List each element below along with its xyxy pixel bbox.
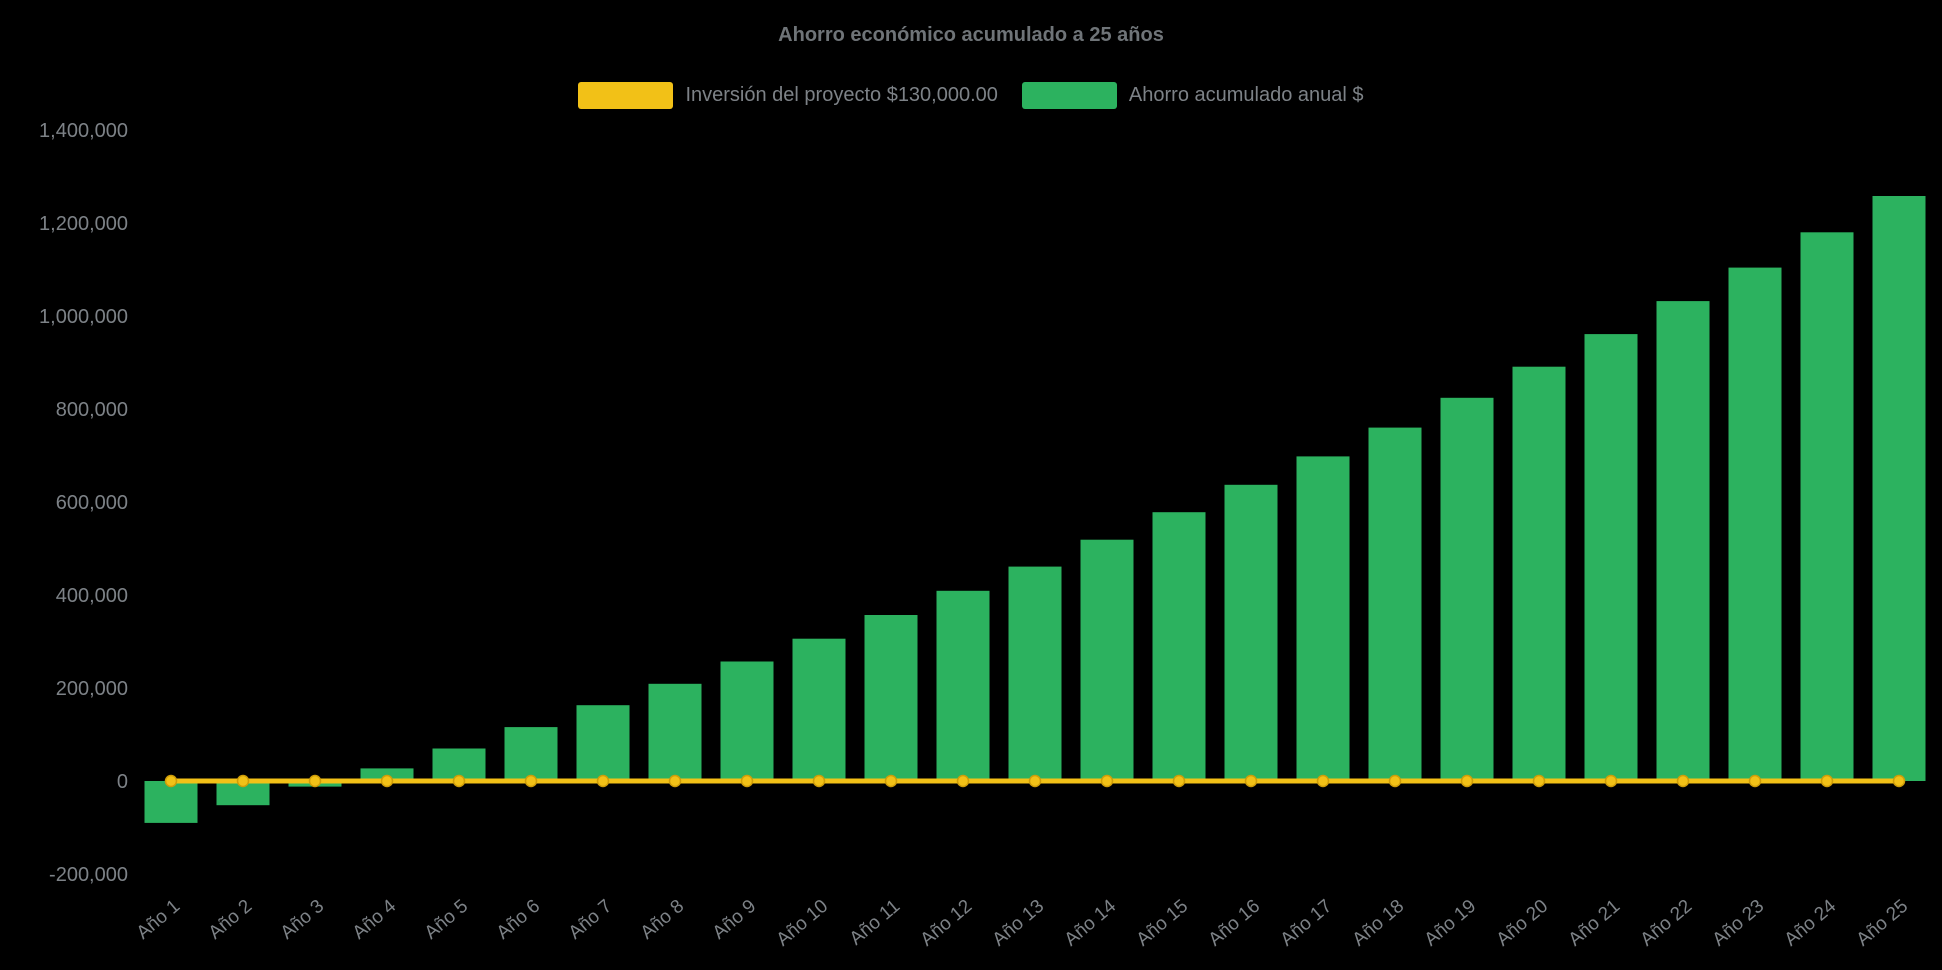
bar-ano-22 [1656, 301, 1710, 781]
investment-marker-24 [1820, 774, 1834, 788]
x-label-ano-25: Año 25 [1853, 896, 1913, 951]
x-label-ano-5: Año 5 [421, 896, 473, 944]
x-label-ano-21: Año 21 [1565, 896, 1625, 951]
bar-ano-12 [936, 590, 990, 781]
legend-item-savings[interactable]: Ahorro acumulado anual $ [1021, 82, 1364, 109]
y-tick-label-600000: 600,000 [56, 492, 128, 514]
x-label-ano-14: Año 14 [1061, 895, 1121, 950]
bar-ano-14 [1080, 539, 1134, 781]
x-label-ano-13: Año 13 [989, 896, 1049, 951]
y-tick-label-1000000: 1,000,000 [39, 306, 128, 328]
y-tick-label-800000: 800,000 [56, 399, 128, 421]
x-label-ano-17: Año 17 [1277, 896, 1337, 951]
x-label-ano-18: Año 18 [1349, 896, 1409, 951]
x-label-ano-8: Año 8 [637, 896, 689, 944]
x-label-ano-1: Año 1 [133, 896, 185, 944]
investment-marker-19 [1460, 774, 1474, 788]
investment-marker-14 [1100, 774, 1114, 788]
investment-marker-20 [1532, 774, 1546, 788]
investment-marker-22 [1676, 774, 1690, 788]
investment-marker-5 [452, 774, 466, 788]
bar-ano-16 [1224, 484, 1278, 781]
y-tick-label-400000: 400,000 [56, 585, 128, 607]
investment-marker-3 [308, 774, 322, 788]
bar-ano-11 [864, 615, 918, 781]
bar-ano-24 [1800, 232, 1854, 782]
investment-marker-23 [1748, 774, 1762, 788]
x-label-ano-15: Año 15 [1133, 896, 1193, 951]
y-tick-label-0: 0 [117, 771, 128, 793]
x-label-ano-20: Año 20 [1493, 896, 1553, 951]
investment-marker-18 [1388, 774, 1402, 788]
bar-ano-21 [1584, 334, 1638, 781]
bar-ano-15 [1152, 512, 1206, 781]
savings-swatch [1021, 82, 1117, 109]
investment-marker-15 [1172, 774, 1186, 788]
y-tick-label-1200000: 1,200,000 [39, 213, 128, 235]
x-label-ano-2: Año 2 [205, 896, 257, 944]
investment-marker-8 [668, 774, 682, 788]
bar-ano-13 [1008, 566, 1062, 781]
legend-item-investment[interactable]: Inversión del proyecto $130,000.00 [578, 82, 998, 109]
bar-ano-7 [576, 705, 630, 781]
legend-label-investment: Inversión del proyecto $130,000.00 [685, 84, 998, 106]
bar-ano-10 [792, 638, 846, 781]
x-label-ano-4: Año 4 [349, 895, 401, 943]
x-label-ano-3: Año 3 [277, 896, 329, 944]
bar-ano-6 [504, 727, 558, 781]
x-label-ano-22: Año 22 [1637, 896, 1697, 951]
investment-marker-9 [740, 774, 754, 788]
investment-marker-10 [812, 774, 826, 788]
investment-marker-1 [164, 774, 178, 788]
investment-swatch [578, 82, 674, 109]
bar-ano-4 [360, 768, 414, 781]
investment-marker-17 [1316, 774, 1330, 788]
y-tick-label--200000: -200,000 [49, 864, 128, 886]
investment-marker-25 [1892, 774, 1906, 788]
chart-legend: Inversión del proyecto $130,000.00 Ahorr… [0, 82, 1942, 109]
y-tick-label-200000: 200,000 [56, 678, 128, 700]
x-label-ano-24: Año 24 [1781, 895, 1841, 950]
x-label-ano-10: Año 10 [773, 896, 833, 951]
x-label-ano-19: Año 19 [1421, 896, 1481, 951]
bar-ano-1 [144, 781, 198, 823]
investment-marker-7 [596, 774, 610, 788]
bar-ano-18 [1368, 427, 1422, 781]
investment-marker-12 [956, 774, 970, 788]
legend-label-savings: Ahorro acumulado anual $ [1128, 84, 1364, 106]
investment-marker-11 [884, 774, 898, 788]
x-label-ano-23: Año 23 [1709, 896, 1769, 951]
investment-marker-6 [524, 774, 538, 788]
bar-ano-9 [720, 661, 774, 781]
bar-ano-25 [1872, 196, 1926, 781]
investment-marker-13 [1028, 774, 1042, 788]
y-tick-label-1400000: 1,400,000 [39, 120, 128, 142]
x-label-ano-7: Año 7 [565, 896, 617, 944]
x-label-ano-16: Año 16 [1205, 896, 1265, 951]
investment-marker-21 [1604, 774, 1618, 788]
investment-marker-16 [1244, 774, 1258, 788]
bar-ano-23 [1728, 267, 1782, 782]
bar-ano-20 [1512, 366, 1566, 781]
bar-ano-8 [648, 683, 702, 781]
chart-title: Ahorro económico acumulado a 25 años [778, 24, 1164, 46]
investment-marker-4 [380, 774, 394, 788]
x-label-ano-11: Año 11 [846, 896, 905, 950]
x-label-ano-9: Año 9 [709, 896, 761, 944]
x-label-ano-6: Año 6 [493, 896, 545, 944]
x-label-ano-12: Año 12 [917, 896, 977, 951]
bar-ano-17 [1296, 456, 1350, 781]
investment-marker-2 [236, 774, 250, 788]
bar-ano-19 [1440, 397, 1494, 781]
